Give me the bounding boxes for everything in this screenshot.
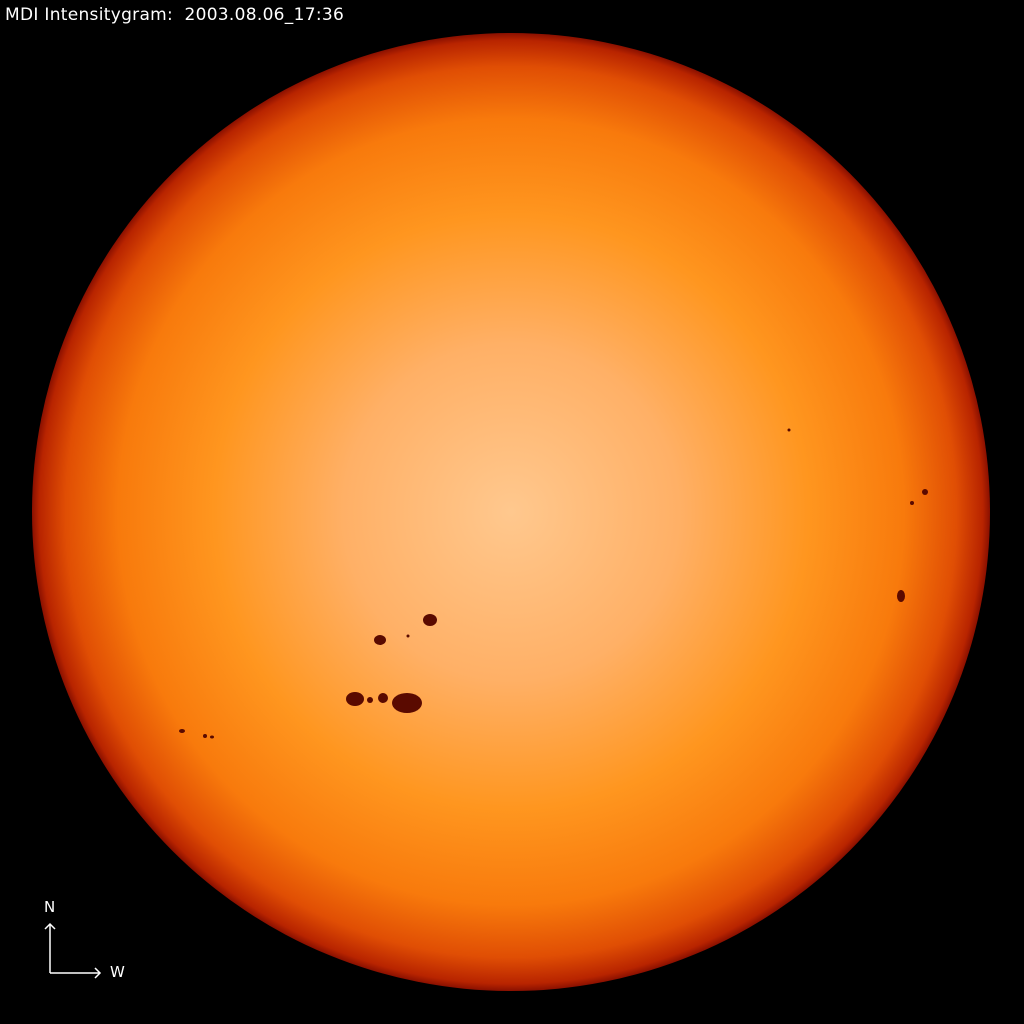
image-title: MDI Intensitygram: 2003.08.06_17:36 (5, 5, 345, 25)
sunspot (378, 693, 388, 703)
sunspots (179, 428, 928, 739)
sunspot (367, 697, 373, 703)
west-label: W (110, 963, 125, 981)
sunspot (423, 614, 437, 626)
sunspot (897, 590, 905, 602)
sunspot (787, 428, 791, 432)
sunspot (922, 489, 928, 495)
sunspot (203, 734, 207, 738)
sunspot (374, 635, 386, 645)
sunspot (346, 692, 364, 706)
north-label: N (44, 898, 56, 916)
sunspot (179, 729, 185, 733)
compass-arrows (44, 922, 102, 979)
sun-disk (32, 33, 990, 991)
sunspot (392, 693, 422, 713)
sunspot (210, 735, 214, 739)
sunspot (910, 501, 914, 505)
sunspot (406, 634, 410, 638)
